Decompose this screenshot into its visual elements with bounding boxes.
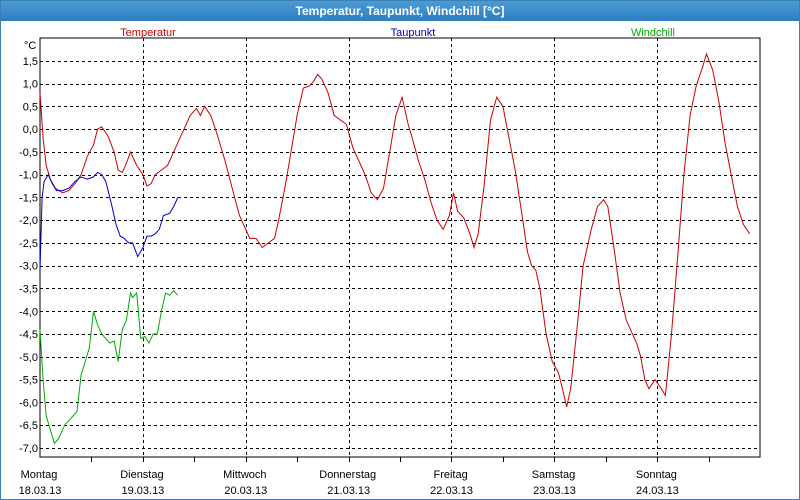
y-tick-label: -4,0 bbox=[19, 306, 38, 318]
y-tick-label: -0,5 bbox=[19, 147, 38, 159]
x-day-label: Freitag bbox=[433, 469, 467, 481]
y-tick-label: -1,5 bbox=[19, 192, 38, 204]
x-date-label: 20.03.13 bbox=[224, 485, 267, 497]
y-tick-label: -1,0 bbox=[19, 170, 38, 182]
x-axis: Montag 18.03.13 Dienstag 19.03.13 Mittwoch 20… bbox=[19, 457, 710, 497]
x-day-label: Mittwoch bbox=[223, 469, 266, 481]
legend: Temperatur Taupunkt Windchill bbox=[120, 27, 675, 39]
x-date-label: 24.03.13 bbox=[636, 485, 679, 497]
plot-area bbox=[39, 37, 761, 458]
legend-entry-temperatur: Temperatur bbox=[120, 27, 176, 39]
y-axis: °C 1,5 1,0 0,5 0,0 -0,5 -1,0 -1,5 -2,0 -2,5 -3,0 -3… bbox=[19, 40, 38, 455]
plot-border bbox=[39, 37, 761, 458]
series-line-taupunkt bbox=[39, 171, 179, 271]
y-tick-label: -3,0 bbox=[19, 261, 38, 273]
grid-lines bbox=[40, 38, 760, 457]
y-tick-label: 0,0 bbox=[23, 124, 38, 136]
y-unit-label: °C bbox=[24, 40, 36, 52]
x-day-label: Samstag bbox=[532, 469, 575, 481]
x-day-label: Sonntag bbox=[636, 469, 677, 481]
x-date-label: 19.03.13 bbox=[121, 485, 164, 497]
x-date-label: 22.03.13 bbox=[430, 485, 473, 497]
y-tick-label: -7,0 bbox=[19, 443, 38, 455]
y-tick-label: -4,5 bbox=[19, 329, 38, 341]
y-tick-label: -2,5 bbox=[19, 238, 38, 250]
window-title: Temperatur, Taupunkt, Windchill [°C] bbox=[1, 1, 799, 21]
x-date-label: 21.03.13 bbox=[327, 485, 370, 497]
x-date-label: 18.03.13 bbox=[19, 485, 62, 497]
y-tick-label: -2,0 bbox=[19, 215, 38, 227]
series-line-windchill bbox=[39, 290, 179, 445]
series-lines bbox=[39, 52, 751, 445]
y-tick-label: 1,0 bbox=[23, 79, 38, 91]
legend-entry-windchill: Windchill bbox=[631, 27, 675, 39]
y-tick-label: -5,5 bbox=[19, 375, 38, 387]
x-day-label: Dienstag bbox=[120, 469, 163, 481]
y-tick-label: 0,5 bbox=[23, 101, 38, 113]
x-day-label: Donnerstag bbox=[319, 469, 376, 481]
x-date-label: 23.03.13 bbox=[533, 485, 576, 497]
y-tick-label: 1,5 bbox=[23, 56, 38, 68]
legend-entry-taupunkt: Taupunkt bbox=[391, 27, 436, 39]
y-tick-label: -5,0 bbox=[19, 352, 38, 364]
y-tick-label: -6,5 bbox=[19, 420, 38, 432]
x-day-label: Montag bbox=[21, 469, 58, 481]
y-tick-label: -3,5 bbox=[19, 283, 38, 295]
series-line-temperatur bbox=[39, 52, 751, 408]
y-tick-label: -6,0 bbox=[19, 397, 38, 409]
